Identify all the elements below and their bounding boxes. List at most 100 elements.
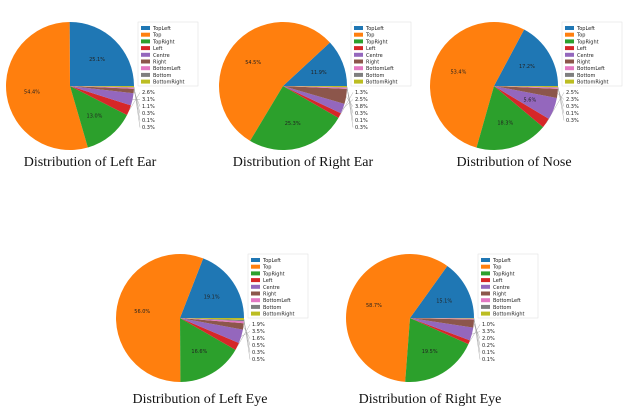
pie-slice-left — [494, 86, 549, 128]
pie-slice-centre — [410, 318, 474, 341]
legend-entry: Bottom — [153, 73, 171, 79]
pie-slice-label: 0.3% — [252, 350, 265, 356]
legend-swatch — [565, 46, 574, 51]
pie-slice-bottomleft — [494, 86, 558, 89]
legend-entry: Top — [576, 33, 585, 39]
pie-slice-label: 54.5% — [245, 60, 261, 66]
pie-slice-bottom — [180, 318, 244, 322]
pie-slice-topright — [405, 318, 469, 383]
legend-swatch — [481, 291, 490, 296]
legend-swatch — [141, 72, 150, 77]
legend-swatch — [354, 59, 363, 64]
legend-entry: Centre — [153, 53, 170, 59]
legend-entry: TopRight — [576, 39, 599, 45]
pie-slice-label: 58.7% — [366, 303, 382, 309]
legend-entry: Bottom — [493, 305, 511, 311]
pie-1: 11.9%54.5%25.3%1.3%2.5%3.8%0.3%0.1%0.3%T… — [219, 21, 412, 151]
chart-title-left-ear: Distribution of Left Ear — [23, 155, 157, 170]
legend-swatch — [354, 46, 363, 51]
legend-entry: Right — [263, 292, 276, 298]
legend-swatch — [565, 39, 574, 44]
legend-entry: Top — [152, 33, 161, 39]
legend-swatch — [565, 59, 574, 64]
pie-slice-topright — [70, 86, 128, 148]
pie-slice-label: 5.6% — [524, 98, 537, 104]
legend-swatch — [481, 264, 490, 269]
pie-slice-label: 19.5% — [422, 349, 438, 355]
legend-swatch — [481, 271, 490, 276]
pie-slice-label: 2.5% — [566, 90, 579, 96]
pie-slice-label: 25.3% — [285, 121, 301, 127]
pie-slice-label: 3.3% — [482, 329, 495, 335]
legend-swatch — [251, 271, 260, 276]
legend-swatch — [481, 284, 490, 289]
legend-swatch — [251, 298, 260, 303]
legend-swatch — [481, 304, 490, 309]
pie-slice-top — [430, 22, 525, 148]
legend-entry: Right — [577, 60, 590, 66]
legend-entry: Bottom — [263, 305, 281, 311]
pie-slice-label: 1.3% — [355, 90, 368, 96]
label-leader-line — [241, 331, 251, 337]
label-leader-line — [133, 86, 141, 128]
pie-slice-label: 0.1% — [142, 118, 155, 124]
pie-slice-centre — [283, 86, 345, 114]
pie-slice-label: 17.2% — [519, 64, 535, 70]
pie-slice-label: 2.6% — [142, 90, 155, 96]
legend-entry: TopRight — [262, 271, 285, 277]
legend-entry: Top — [262, 265, 271, 271]
label-leader-line — [346, 86, 354, 128]
pie-slice-bottom — [494, 86, 558, 88]
pie-slice-right — [70, 86, 134, 94]
legend: TopLeftTopTopRightLeftCentreRightBottomL… — [247, 253, 309, 319]
legend-entry: Left — [153, 46, 162, 52]
pie-slice-label: 54.4% — [24, 90, 40, 96]
pie-4: 15.1%58.7%19.5%1.0%3.3%2.0%0.2%0.1%0.1%T… — [346, 253, 539, 383]
legend: TopLeftTopTopRightLeftCentreRightBottomL… — [350, 21, 412, 87]
legend-entry: Bottom — [577, 73, 595, 79]
pie-slice-centre — [494, 86, 557, 119]
pie-0: 25.1%54.4%13.0%2.6%3.1%1.1%0.3%0.1%0.3%T… — [6, 21, 199, 150]
pie-slice-bottom — [410, 318, 474, 319]
label-leader-line — [243, 318, 251, 360]
label-leader-line — [557, 86, 565, 121]
chart-title-right-ear: Distribution of Right Ear — [232, 155, 374, 170]
pie-slice-label: 1.0% — [482, 322, 495, 328]
pie-slice-label: 0.3% — [566, 104, 579, 110]
pie-3: 19.1%56.0%16.6%1.9%3.5%1.6%0.5%0.3%0.5%T… — [116, 253, 309, 382]
pie-slice-label: 2.3% — [566, 97, 579, 103]
legend-swatch — [251, 284, 260, 289]
legend-swatch — [354, 26, 363, 30]
legend-entry: TopRight — [152, 39, 175, 45]
pie-slice-label: 0.1% — [355, 118, 368, 124]
pie-slice-label: 3.1% — [142, 97, 155, 103]
pie-slice-topleft — [180, 258, 245, 318]
pie-slice-label: 0.1% — [566, 111, 579, 117]
legend: TopLeftTopTopRightLeftCentreRightBottomL… — [137, 21, 199, 87]
pie-slice-left — [70, 86, 131, 116]
pie-slice-right — [410, 318, 474, 328]
label-leader-line — [129, 92, 141, 111]
pie-slice-centre — [180, 318, 243, 344]
pie-slice-topright — [476, 86, 544, 150]
legend-entry: Centre — [493, 285, 510, 291]
pie-slice-label: 0.3% — [142, 111, 155, 117]
legend-entry: Left — [366, 46, 375, 52]
pie-slice-label: 1.6% — [252, 336, 265, 342]
legend-swatch — [481, 298, 490, 303]
pie-slice-top — [346, 254, 448, 382]
pie-slice-topright — [250, 86, 339, 151]
pie-slice-label: 16.6% — [191, 349, 207, 355]
legend-entry: TopRight — [365, 39, 388, 45]
pie-slice-bottom — [70, 86, 134, 88]
legend-swatch — [354, 79, 363, 84]
legend-entry: Centre — [577, 53, 594, 59]
pie-slice-label: 19.1% — [204, 294, 220, 300]
legend-swatch — [141, 66, 150, 71]
legend-entry: TopLeft — [152, 26, 171, 32]
pie-slice-topleft — [283, 42, 347, 86]
legend-entry: Bottom — [366, 73, 384, 79]
pie-slice-label: 13.0% — [87, 114, 103, 120]
pie-slice-label: 0.1% — [482, 357, 495, 363]
